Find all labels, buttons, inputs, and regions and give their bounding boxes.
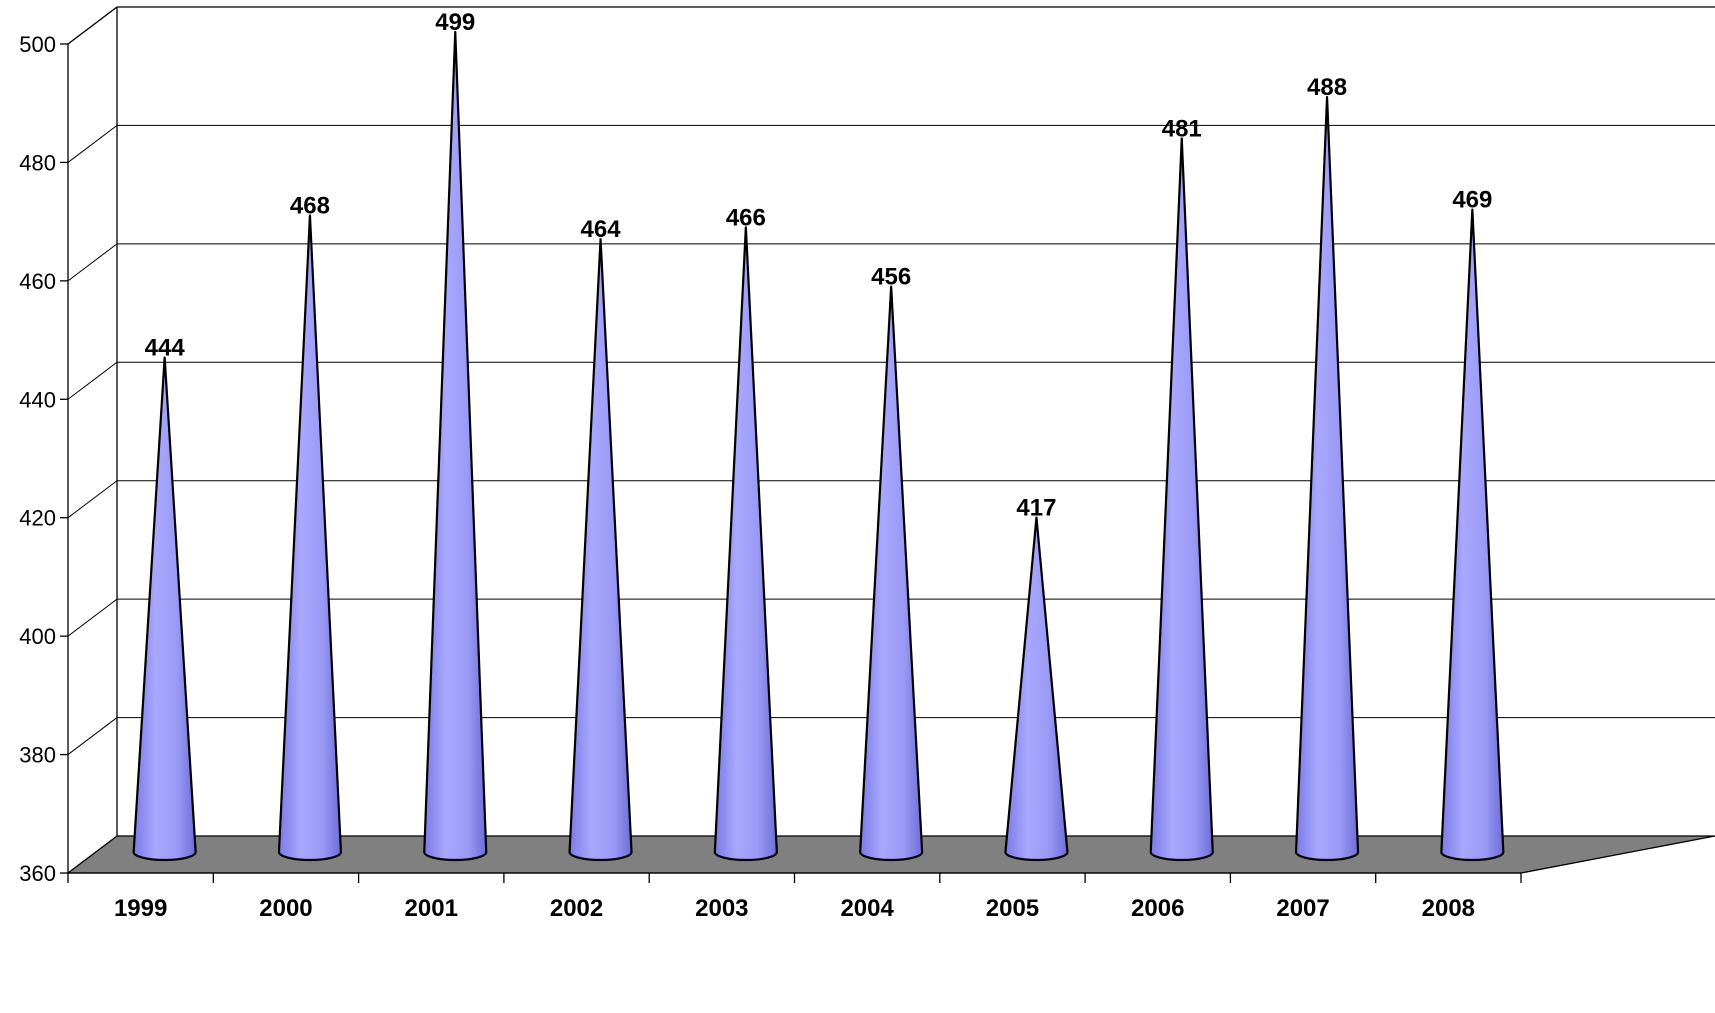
- data-label: 469: [1452, 187, 1492, 214]
- side-wall-gridline: [67, 717, 118, 755]
- x-tick-label: 2007: [1276, 895, 1329, 922]
- x-tick-label: 2004: [840, 895, 894, 922]
- cone-body: [713, 226, 778, 862]
- cone-body: [1294, 95, 1360, 862]
- y-tick-label: 420: [19, 506, 56, 531]
- cone-bar-2002: [568, 238, 633, 862]
- axes: 360 380 400 420 440 460 480 500 1999 2000 2001 2002…: [19, 32, 1522, 922]
- cone-bar-2001: [423, 30, 488, 862]
- cone-body: [423, 30, 488, 862]
- side-wall-gridline: [67, 6, 118, 45]
- x-tick-label: 1999: [114, 895, 167, 922]
- y-tick-label: 400: [19, 624, 56, 649]
- data-label: 464: [581, 216, 622, 243]
- cone-body: [1149, 137, 1214, 862]
- cone-bar-2000: [277, 214, 343, 862]
- cone-body: [859, 285, 924, 862]
- x-tick-label: 2008: [1422, 895, 1475, 922]
- y-tick-label: 460: [19, 269, 56, 294]
- y-tick-label: 360: [19, 861, 56, 886]
- data-label: 466: [726, 204, 766, 231]
- cone-bar-1999: [132, 356, 197, 862]
- cone-body: [1440, 208, 1505, 862]
- data-label: 444: [145, 335, 186, 362]
- side-wall-gridline: [67, 480, 118, 519]
- data-label: 417: [1016, 494, 1056, 521]
- cone-body: [568, 238, 633, 862]
- x-tick-label: 2000: [259, 895, 312, 922]
- gridlines: [67, 6, 1715, 755]
- cone-bars: [132, 30, 1505, 862]
- data-label: 499: [435, 9, 475, 36]
- data-label: 468: [290, 192, 330, 219]
- x-tick-label: 2003: [695, 895, 748, 922]
- y-tick-label: 440: [19, 387, 56, 412]
- data-label: 456: [871, 264, 911, 291]
- cone-bar-2004: [859, 285, 924, 862]
- cone-bar-2007: [1294, 95, 1360, 862]
- y-tick-label: 500: [19, 32, 56, 57]
- cone-bar-2003: [713, 226, 778, 862]
- y-tick-label: 480: [19, 150, 56, 175]
- cone-body: [1004, 516, 1069, 862]
- data-label: 488: [1307, 74, 1347, 101]
- data-label: 481: [1162, 116, 1202, 143]
- cone-bar-2008: [1440, 208, 1505, 862]
- cone-body: [277, 214, 343, 862]
- x-tick-label: 2001: [405, 895, 458, 922]
- cone-bar-2005: [1004, 516, 1069, 862]
- cone-body: [132, 356, 197, 862]
- x-tick-label: 2002: [550, 895, 603, 922]
- data-labels: 444 468 499 464 466 456 417 481 488 469: [145, 9, 1493, 522]
- side-wall-gridline: [67, 598, 118, 637]
- side-wall-gridline: [67, 361, 118, 400]
- cone-bar-2006: [1149, 137, 1214, 862]
- y-tick-label: 380: [19, 743, 56, 768]
- side-wall-gridline: [67, 125, 118, 163]
- side-wall-gridline: [67, 243, 118, 282]
- x-tick-label: 2005: [986, 895, 1039, 922]
- x-tick-label: 2006: [1131, 895, 1184, 922]
